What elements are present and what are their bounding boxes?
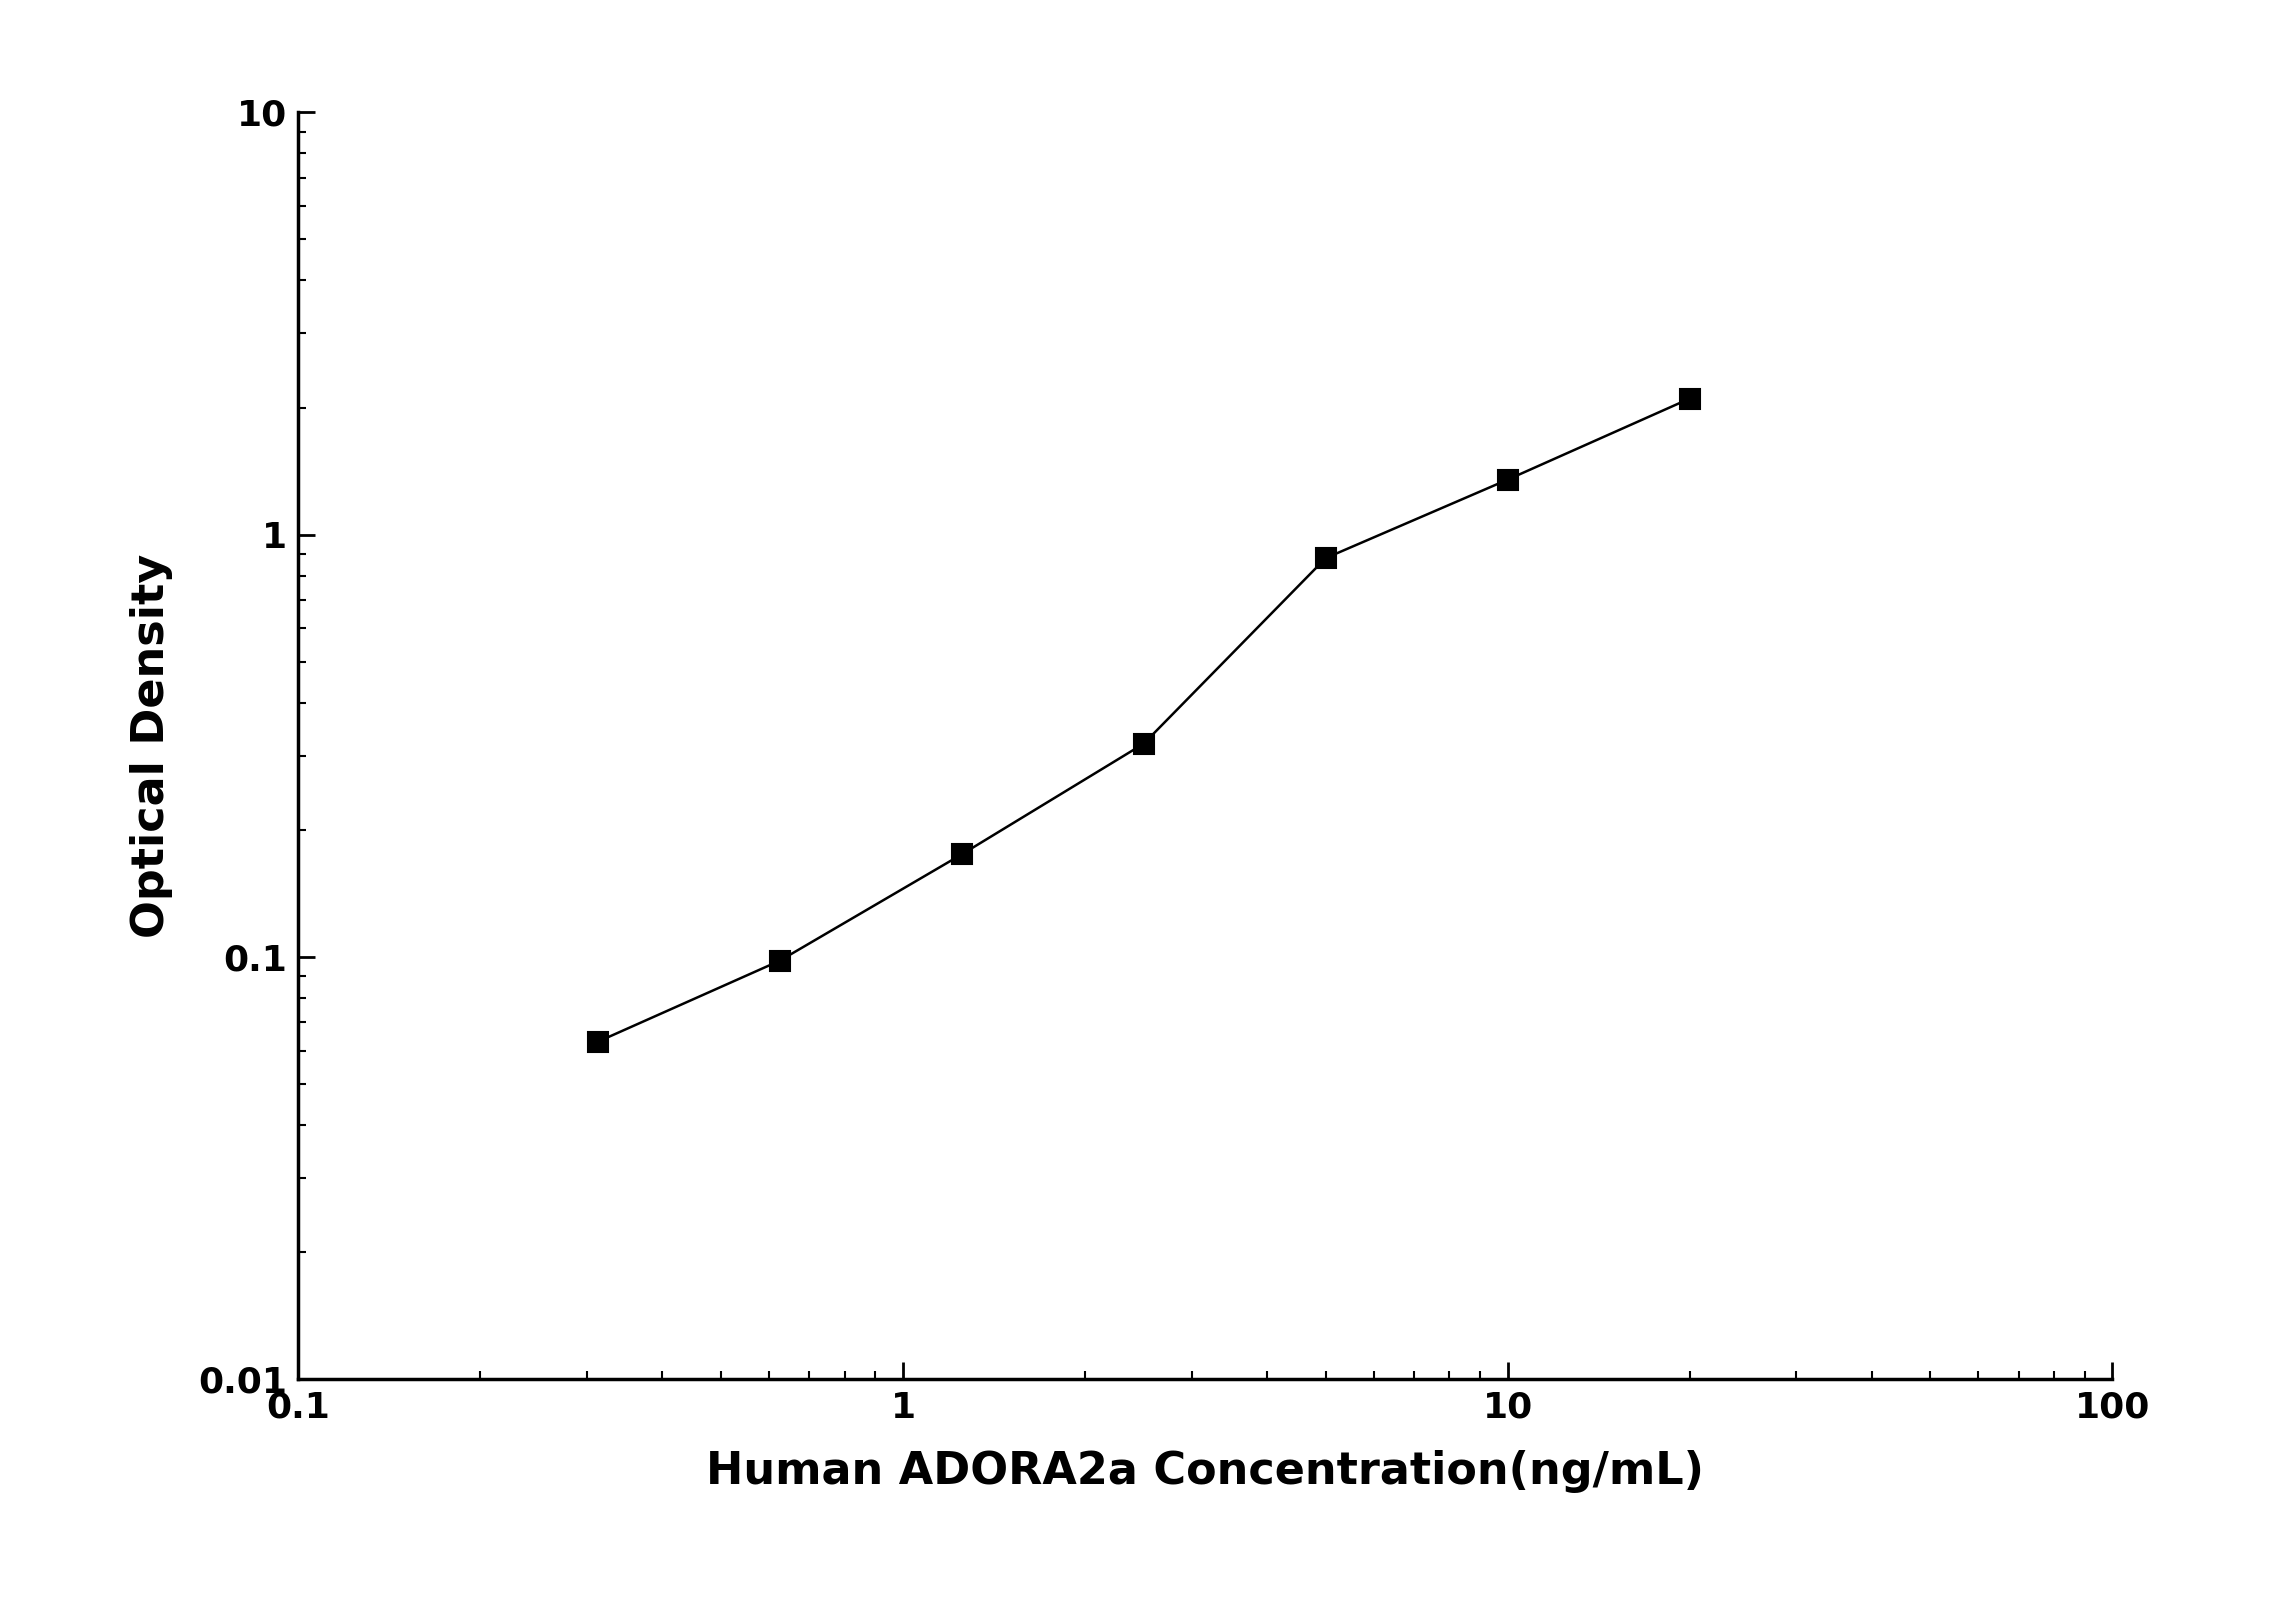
X-axis label: Human ADORA2a Concentration(ng/mL): Human ADORA2a Concentration(ng/mL) [707, 1450, 1704, 1493]
Y-axis label: Optical Density: Optical Density [131, 553, 174, 938]
